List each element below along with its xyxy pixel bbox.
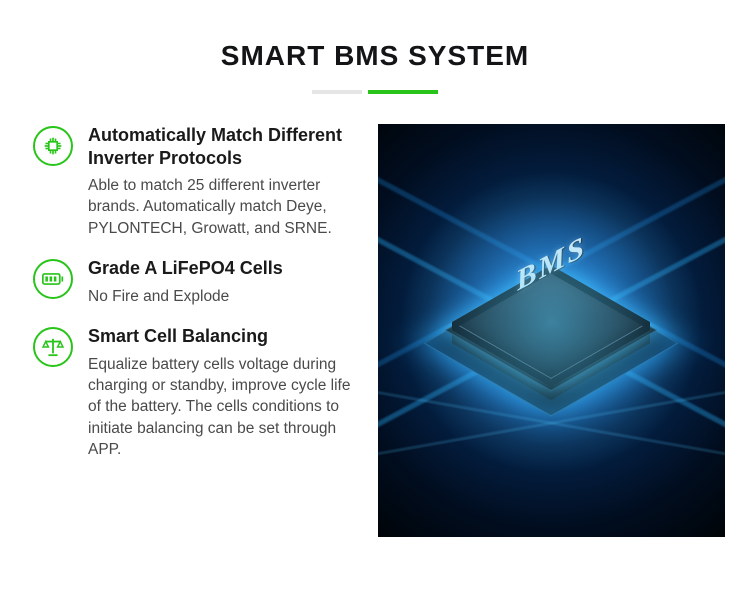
feature-item: Smart Cell Balancing Equalize battery ce… (33, 325, 363, 460)
chip-icon-svg (43, 136, 63, 156)
hero-image: BMS (378, 124, 725, 537)
title-underline (25, 90, 725, 94)
feature-heading: Smart Cell Balancing (88, 325, 363, 348)
underline-green (368, 90, 438, 94)
feature-text: Smart Cell Balancing Equalize battery ce… (88, 325, 363, 460)
page: SMART BMS SYSTEM (0, 0, 750, 592)
title-section: SMART BMS SYSTEM (25, 40, 725, 94)
feature-desc: No Fire and Explode (88, 286, 363, 307)
battery-icon-svg (42, 272, 64, 286)
chip-icon (33, 126, 73, 166)
chip-3d (452, 265, 650, 379)
underline-grey (312, 90, 362, 94)
scale-icon (33, 327, 73, 367)
feature-item: Automatically Match Different Inverter P… (33, 124, 363, 239)
content-row: Automatically Match Different Inverter P… (25, 124, 725, 537)
feature-heading: Automatically Match Different Inverter P… (88, 124, 363, 169)
features-column: Automatically Match Different Inverter P… (25, 124, 363, 537)
feature-desc: Able to match 25 different inverter bran… (88, 175, 363, 239)
scale-icon-svg (42, 337, 64, 357)
page-title: SMART BMS SYSTEM (25, 40, 725, 72)
battery-icon (33, 259, 73, 299)
feature-text: Grade A LiFePO4 Cells No Fire and Explod… (88, 257, 363, 307)
feature-desc: Equalize battery cells voltage during ch… (88, 354, 363, 461)
feature-text: Automatically Match Different Inverter P… (88, 124, 363, 239)
feature-item: Grade A LiFePO4 Cells No Fire and Explod… (33, 257, 363, 307)
feature-heading: Grade A LiFePO4 Cells (88, 257, 363, 280)
